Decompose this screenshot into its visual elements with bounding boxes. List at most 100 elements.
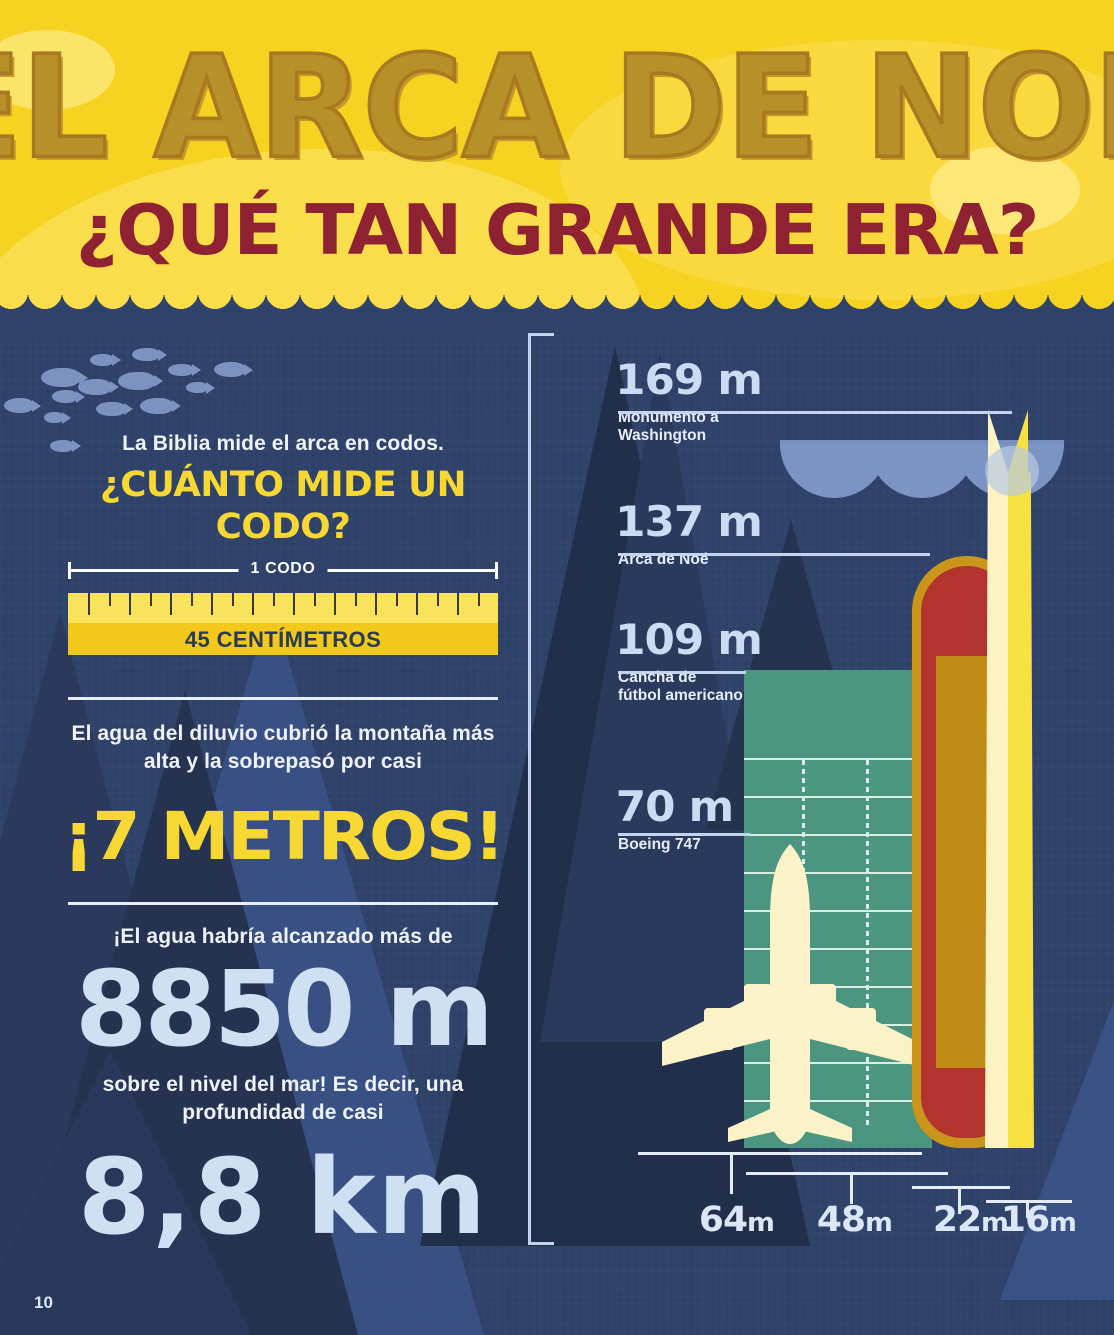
hash-mark: [802, 760, 805, 765]
fish-icon: [41, 368, 81, 387]
ruler-top-band: [68, 593, 498, 623]
ruler-tick: [108, 593, 111, 606]
mountain-bottom-left: [0, 1050, 260, 1335]
measurement-caption: Boeing 747: [618, 836, 701, 853]
yard-line: [744, 910, 932, 912]
hash-mark: [866, 850, 869, 855]
illustration-bracket: [528, 333, 554, 1245]
hash-mark: [802, 832, 805, 837]
width-number: 16: [1000, 1200, 1050, 1240]
ruler-tick: [477, 593, 480, 606]
hash-mark: [802, 859, 805, 864]
fish-icon: [140, 398, 174, 414]
yard-line: [744, 758, 932, 760]
hash-mark: [866, 1066, 869, 1071]
ruler-tick: [436, 593, 439, 606]
depth-middle-text: sobre el nivel del mar! Es decir, una pr…: [102, 1073, 464, 1124]
yard-line: [744, 872, 932, 874]
yard-line: [744, 1100, 932, 1102]
fish-icon: [96, 402, 126, 416]
cubit-bracket-cap-left: [68, 562, 71, 579]
divider-1: [68, 697, 498, 700]
fish-icon: [186, 382, 208, 393]
hash-mark: [866, 913, 869, 918]
fish-icon: [118, 372, 156, 390]
depth-lead-text: ¡El agua habría alcanzado más de: [113, 925, 453, 948]
hash-mark: [802, 787, 805, 792]
width-bracket-22-tick: [958, 1186, 961, 1214]
fish-icon: [214, 362, 246, 377]
hash-mark: [866, 1075, 869, 1080]
fish-icon: [52, 390, 78, 403]
fish-icon: [4, 398, 34, 413]
hash-mark: [866, 967, 869, 972]
fish-icon: [132, 348, 160, 361]
hash-mark: [866, 823, 869, 828]
measurement-caption-2: Washington: [618, 427, 707, 444]
ruler-tick: [170, 593, 173, 615]
width-label-16: 16m: [1000, 1200, 1077, 1240]
yard-line: [744, 1062, 932, 1064]
fish-icon: [90, 354, 114, 366]
depth-value-km: 8,8 km: [78, 1136, 488, 1258]
ruler-tick: [416, 593, 419, 615]
hash-mark: [866, 1093, 869, 1098]
yard-line: [744, 834, 932, 836]
hash-mark: [866, 787, 869, 792]
hash-mark: [866, 814, 869, 819]
hash-mark: [866, 1084, 869, 1089]
ruler-tick: [293, 593, 296, 615]
measurement-value: 109 m: [615, 615, 763, 664]
hash-mark: [866, 796, 869, 801]
measurement-70: 70 m Boeing 747: [616, 785, 878, 854]
flood-highlight-value: ¡7 METROS!: [62, 798, 505, 875]
width-unit: m: [1049, 1208, 1077, 1238]
hash-mark: [802, 778, 805, 783]
hash-mark: [802, 769, 805, 774]
width-unit: m: [981, 1208, 1009, 1238]
fish-icon: [50, 440, 74, 452]
fish-icon: [168, 364, 194, 376]
measurement-line-70: [618, 833, 750, 836]
measurement-line-169: [618, 411, 1012, 414]
fish-icon: [44, 412, 64, 423]
hash-mark: [802, 814, 805, 819]
boeing-747-icon: [640, 828, 940, 1148]
hash-mark: [866, 877, 869, 882]
ruler-value-label: 45 CENTÍMETROS: [184, 627, 382, 652]
width-bracket-16-bar: [986, 1200, 1072, 1203]
measurement-line-109: [618, 671, 746, 674]
hash-mark: [866, 886, 869, 891]
width-label-64: 64m: [699, 1200, 775, 1240]
yard-line: [744, 986, 932, 988]
measurement-line-137: [618, 553, 930, 556]
width-bracket-64-bar: [638, 1152, 922, 1155]
width-bracket-64-tick: [730, 1152, 733, 1194]
ruler-tick: [334, 593, 337, 615]
width-label-22: 22m: [933, 1200, 1009, 1240]
hash-mark: [866, 832, 869, 837]
hash-mark: [866, 958, 869, 963]
ruler-graphic: 45 CENTÍMETROS: [68, 593, 498, 655]
ruler-tick: [88, 593, 91, 615]
measurement-109: 109 m Cancha de fútbol americano: [615, 615, 878, 705]
width-bracket-16-tick: [1026, 1200, 1029, 1218]
cubit-bracket-cap-right: [495, 562, 498, 579]
width-unit: m: [865, 1208, 893, 1238]
measurement-137: 137 m Arca de Noé: [615, 497, 878, 569]
width-bracket-48-tick: [850, 1172, 853, 1204]
width-bracket-22-bar: [912, 1186, 1010, 1189]
hash-mark: [802, 823, 805, 828]
width-number: 48: [816, 1200, 866, 1240]
monument-shaft-right: [1008, 472, 1034, 1148]
cubit-bracket-label: 1 CODO: [238, 558, 328, 580]
ruler-tick: [395, 593, 398, 606]
hash-mark: [802, 850, 805, 855]
depth-value-meters: 8850 m: [74, 948, 494, 1070]
page-subtitle: ¿QUÉ TAN GRANDE ERA?: [75, 189, 1040, 272]
measurement-value: 137 m: [615, 497, 763, 546]
left-content-column: La Biblia mide el arca en codos. ¿CUÁNTO…: [63, 430, 505, 1258]
hash-mark: [802, 805, 805, 810]
page-number: 10: [34, 1293, 53, 1312]
ruler-tick: [272, 593, 275, 606]
